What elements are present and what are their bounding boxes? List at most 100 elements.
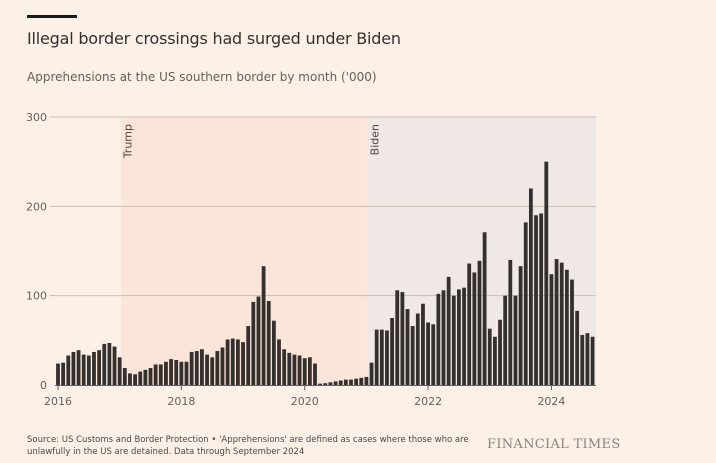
chart-subtitle: Apprehensions at the US southern border … [27, 70, 377, 84]
bar [184, 361, 189, 385]
bar [544, 161, 549, 385]
bar [236, 339, 240, 385]
bar [220, 347, 225, 385]
bar [482, 232, 487, 385]
y-tick-label: 300 [26, 111, 47, 124]
bar [369, 362, 374, 385]
bar [313, 363, 317, 385]
bar [169, 359, 173, 385]
bar [66, 355, 71, 385]
bar [256, 296, 261, 385]
x-tick-label: 2022 [414, 395, 442, 408]
bar [153, 364, 158, 385]
bar [467, 263, 472, 385]
bar [61, 362, 66, 385]
bar [441, 290, 446, 385]
bar [513, 295, 518, 385]
bar [112, 346, 117, 385]
bar [549, 274, 554, 385]
bar [385, 330, 389, 385]
bar [462, 287, 466, 385]
bar [292, 354, 297, 385]
bar [431, 324, 436, 385]
era-shade-trump [121, 117, 368, 385]
bar [472, 272, 477, 385]
bar [523, 222, 528, 385]
era-label-biden: Biden [368, 124, 381, 155]
bar [343, 379, 348, 385]
bar [559, 262, 564, 385]
bar [323, 383, 328, 385]
bar [446, 276, 451, 385]
bar [338, 380, 343, 385]
y-tick-label: 0 [40, 379, 47, 392]
bar [205, 354, 209, 385]
bar [451, 295, 456, 385]
bar [421, 303, 425, 385]
bar [261, 266, 266, 385]
bar [539, 213, 544, 385]
bar [102, 343, 107, 385]
bar [164, 361, 168, 385]
bar [410, 326, 415, 385]
bar [570, 279, 574, 385]
x-tick-label: 2020 [291, 395, 319, 408]
bar [503, 295, 508, 385]
bar [585, 333, 590, 385]
bar [158, 364, 163, 385]
bar [575, 310, 580, 385]
bar [493, 336, 497, 385]
bar [395, 290, 400, 385]
bar [97, 350, 102, 385]
bar [81, 354, 86, 385]
bar [508, 259, 513, 385]
bar [215, 351, 220, 385]
bar [580, 334, 585, 385]
y-tick-label: 200 [26, 200, 47, 213]
bar-chart: 0 100 200 300 Trump Biden 2016 2018 2020 2022 2024 [26, 111, 596, 408]
bar [251, 301, 256, 385]
bar [143, 369, 148, 385]
bar [498, 319, 502, 385]
bar [287, 352, 292, 385]
bar [436, 293, 441, 385]
bar [117, 357, 122, 385]
bar [534, 215, 538, 385]
bar [374, 329, 379, 385]
bar [318, 383, 323, 385]
era-label-trump: Trump [122, 124, 135, 159]
bar [302, 358, 307, 385]
bar [554, 259, 559, 385]
bar [564, 269, 569, 385]
bar [138, 371, 143, 385]
bar [107, 343, 112, 385]
bar [400, 292, 405, 385]
bar [307, 357, 312, 385]
bar [122, 368, 127, 385]
bar [379, 329, 384, 385]
bar [194, 351, 199, 385]
bar [86, 355, 91, 385]
y-tick-label: 100 [26, 290, 47, 303]
ft-logo: FINANCIAL TIMES [487, 437, 621, 452]
bar [266, 301, 271, 385]
bar [71, 351, 76, 385]
bar [76, 350, 81, 385]
bar [210, 357, 215, 385]
title-accent-bar [27, 15, 77, 18]
bar [174, 359, 179, 385]
bar [415, 313, 420, 385]
bar [477, 260, 482, 385]
bar [518, 266, 523, 385]
bar [230, 338, 235, 385]
bar [225, 339, 230, 385]
bar [349, 379, 353, 385]
x-tick-label: 2016 [44, 395, 72, 408]
x-tick-label: 2024 [537, 395, 565, 408]
bar [333, 381, 338, 385]
bar [328, 382, 333, 385]
bar [56, 363, 60, 385]
bar [277, 339, 281, 385]
chart-title: Illegal border crossings had surged unde… [27, 29, 401, 48]
bar [354, 378, 359, 385]
